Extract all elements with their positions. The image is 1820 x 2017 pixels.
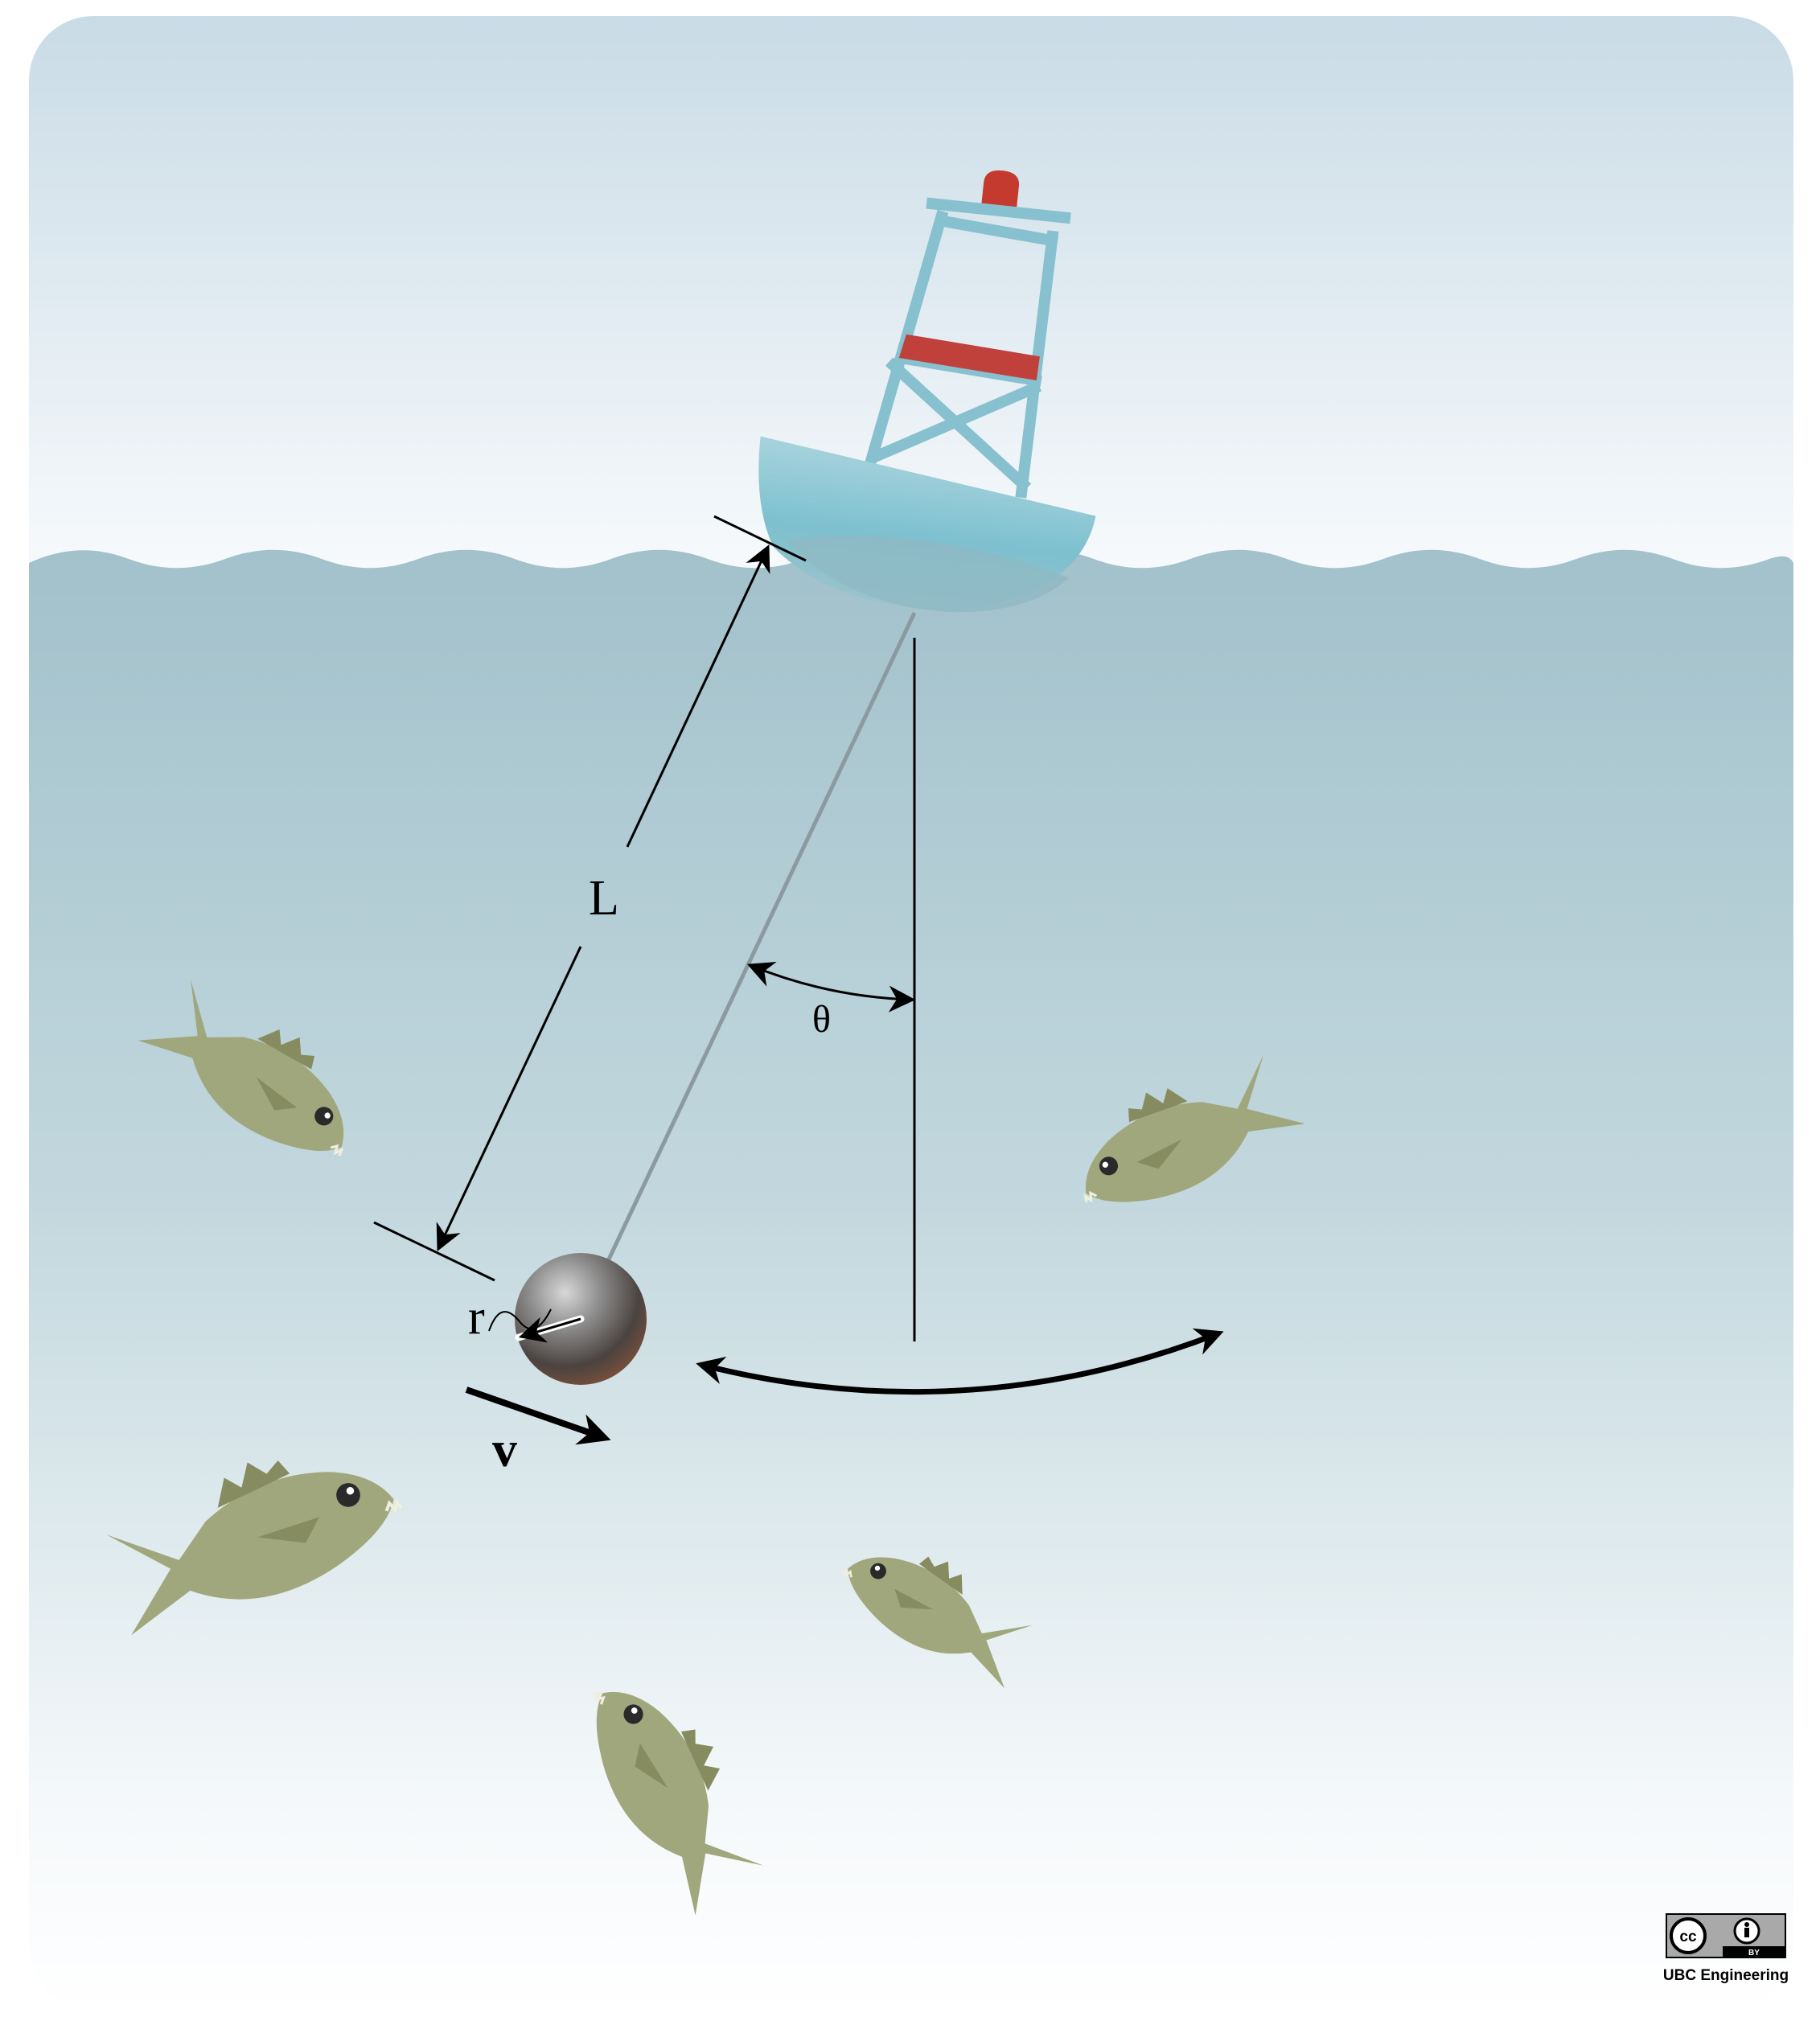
length-arrow-lower bbox=[436, 946, 582, 1251]
length-extension-top bbox=[713, 515, 807, 562]
length-dimension: L bbox=[373, 515, 807, 1282]
swing-arrow bbox=[696, 1328, 1224, 1395]
cc-by-license-badge: cc BY UBC Engineering bbox=[1663, 1913, 1789, 1984]
background bbox=[29, 16, 1793, 2011]
radius-arrow-core bbox=[518, 1317, 581, 1343]
angle-arc bbox=[746, 961, 916, 1013]
mooring-cable bbox=[605, 611, 917, 1264]
buoy-light bbox=[981, 170, 1020, 207]
velocity-label: v bbox=[492, 1423, 517, 1477]
velocity-arrow bbox=[465, 1386, 611, 1445]
cc-icon bbox=[1670, 1917, 1707, 1954]
radius-label: r bbox=[468, 1290, 485, 1345]
pendulum-sphere: r bbox=[468, 1253, 647, 1385]
length-label: L bbox=[589, 871, 619, 926]
person-icon-body bbox=[1744, 1928, 1749, 1937]
by-label: BY bbox=[1748, 1949, 1760, 1957]
length-extension-bottom bbox=[373, 1221, 495, 1282]
buoy bbox=[758, 170, 1096, 613]
water bbox=[29, 549, 1793, 2011]
buoy-red-band bbox=[898, 334, 1040, 380]
buoy-top-plate bbox=[926, 197, 1071, 224]
person-icon-head bbox=[1744, 1922, 1749, 1927]
angle-label: θ bbox=[812, 998, 831, 1041]
buoy-hull-waterline bbox=[786, 535, 1070, 613]
credit-text: UBC Engineering bbox=[1663, 1967, 1789, 1984]
cc-icon-text: cc bbox=[1679, 1929, 1697, 1945]
length-arrow-upper bbox=[626, 544, 770, 848]
badge-strip bbox=[1723, 1946, 1785, 1957]
